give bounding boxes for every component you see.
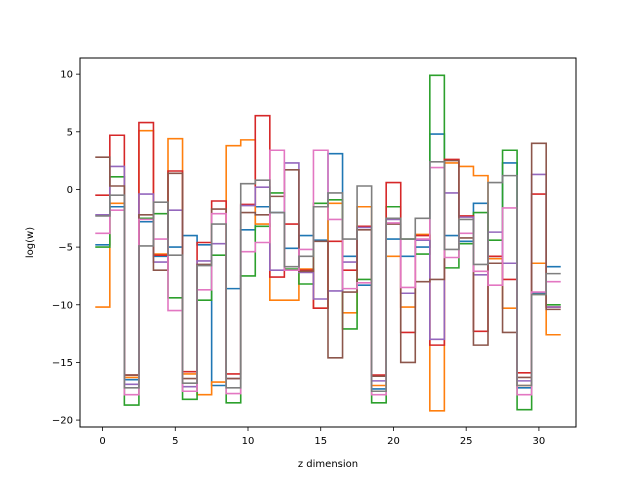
x-tick-label: 5 <box>172 436 178 447</box>
y-axis-ticks: −20 −15 −10 −5 0 5 10 <box>52 70 80 427</box>
series-line-6 <box>95 142 561 380</box>
y-tick-label: 5 <box>67 127 73 138</box>
y-tick-label: −15 <box>52 358 73 369</box>
y-tick-label: −5 <box>58 243 73 254</box>
y-tick-label: 0 <box>67 185 73 196</box>
x-tick-label: 30 <box>533 436 546 447</box>
y-tick-label: −20 <box>52 416 73 427</box>
x-axis-label: z dimension <box>298 459 358 470</box>
x-tick-label: 20 <box>387 436 400 447</box>
x-tick-label: 10 <box>242 436 255 447</box>
axes-frame <box>79 57 577 428</box>
y-axis-label: log(w) <box>25 227 36 258</box>
y-tick-label: 10 <box>60 70 73 81</box>
series-line-7 <box>95 149 561 396</box>
x-tick-label: 0 <box>99 436 105 447</box>
x-axis-ticks: 0 5 10 15 20 25 30 <box>99 427 545 447</box>
x-tick-label: 15 <box>314 436 327 447</box>
y-tick-label: −10 <box>52 300 73 311</box>
x-tick-label: 25 <box>460 436 473 447</box>
series-line-8 <box>95 160 561 393</box>
series-layer <box>95 74 561 412</box>
